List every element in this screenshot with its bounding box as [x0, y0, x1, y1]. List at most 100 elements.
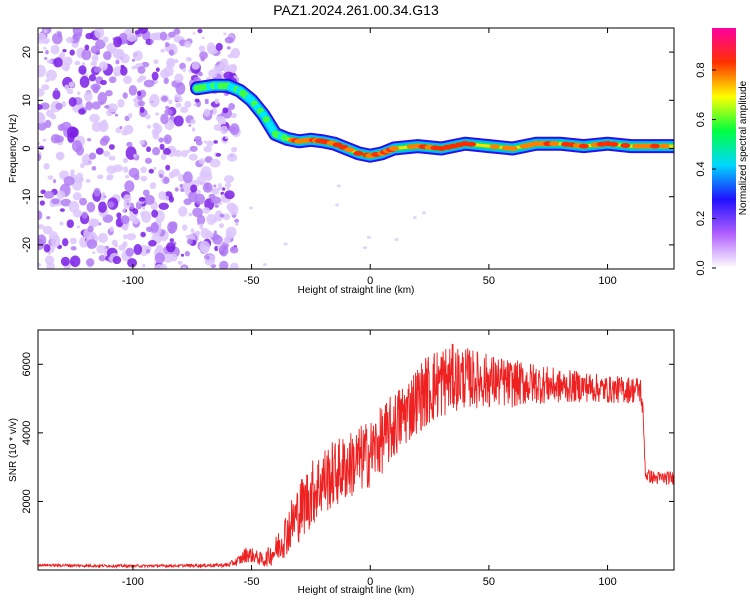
- noise-speck: [45, 79, 50, 83]
- noise-speck: [124, 175, 130, 179]
- noise-speck: [38, 145, 45, 150]
- noise-speck: [204, 100, 209, 105]
- noise-speck: [144, 114, 151, 120]
- noise-speck: [151, 209, 159, 218]
- noise-speck: [38, 113, 46, 124]
- ridge-hot-spot: [466, 141, 477, 147]
- noise-speck: [190, 184, 198, 193]
- noise-speck: [217, 185, 223, 191]
- ridge-hot-spot: [388, 146, 399, 151]
- noise-speck: [114, 113, 119, 117]
- noise-speck: [201, 36, 205, 40]
- noise-speck: [88, 152, 97, 160]
- noise-speck: [93, 187, 101, 197]
- noise-speck: [197, 28, 203, 34]
- noise-speck: [90, 61, 97, 67]
- noise-speck: [210, 196, 222, 204]
- noise-speck: [194, 193, 206, 205]
- x-axis-label: Height of straight line (km): [298, 285, 415, 296]
- noise-speck: [153, 59, 159, 65]
- noise-speck: [230, 63, 238, 72]
- noise-speck: [185, 234, 190, 238]
- noise-speck: [38, 64, 46, 78]
- x-axis-label: Height of straight line (km): [298, 585, 415, 596]
- noise-speck: [95, 147, 104, 155]
- noise-speck: [50, 235, 61, 248]
- noise-speck: [120, 215, 130, 225]
- noise-speck: [138, 197, 146, 202]
- noise-speck: [174, 94, 182, 102]
- noise-speck: [143, 194, 155, 205]
- noise-speck: [42, 138, 47, 142]
- noise-speck: [142, 206, 146, 210]
- noise-speck: [38, 88, 45, 97]
- noise-speck: [213, 140, 218, 144]
- noise-speck: [43, 163, 50, 170]
- noise-speck: [112, 48, 122, 59]
- noise-speck: [97, 232, 108, 243]
- noise-speck: [181, 224, 188, 231]
- x-tick-label: 100: [598, 576, 616, 588]
- colorbar-tick-label: 0.2: [695, 211, 707, 226]
- noise-speck: [162, 253, 173, 263]
- noise-speck: [68, 81, 75, 88]
- noise-speck: [40, 102, 50, 110]
- noise-speck: [174, 187, 179, 192]
- noise-speck: [166, 242, 176, 253]
- noise-speck: [231, 146, 238, 153]
- noise-speck: [113, 36, 123, 48]
- noise-speck: [66, 126, 78, 139]
- noise-speck: [102, 63, 108, 68]
- noise-speck: [217, 116, 226, 125]
- noise-speck: [108, 155, 116, 161]
- noise-speck: [223, 175, 235, 184]
- noise-speck: [132, 50, 143, 61]
- noise-speck: [92, 251, 96, 254]
- noise-speck: [182, 171, 193, 184]
- noise-speck: [195, 230, 201, 236]
- noise-speck: [56, 31, 62, 38]
- noise-speck: [76, 225, 81, 229]
- noise-speck: [139, 139, 145, 145]
- noise-speck: [42, 225, 53, 235]
- noise-speck: [158, 202, 169, 210]
- x-tick-label: -50: [244, 275, 260, 287]
- noise-speck: [412, 215, 417, 219]
- noise-speck: [90, 83, 101, 91]
- noise-speck: [162, 176, 170, 184]
- noise-speck: [196, 214, 206, 225]
- noise-speck: [91, 54, 99, 63]
- noise-speck: [81, 211, 88, 219]
- noise-speck: [84, 159, 93, 166]
- noise-speck: [166, 60, 174, 67]
- noise-speck: [179, 62, 186, 70]
- noise-speck: [160, 153, 167, 161]
- noise-speck: [220, 125, 228, 135]
- noise-speck: [103, 50, 112, 61]
- noise-speck: [188, 212, 193, 217]
- noise-speck: [77, 91, 81, 96]
- noise-speck: [54, 135, 64, 143]
- noise-speck: [124, 115, 130, 122]
- noise-speck: [126, 33, 137, 42]
- noise-speck: [180, 150, 188, 158]
- noise-speck: [159, 173, 164, 179]
- noise-speck: [45, 49, 49, 55]
- noise-speck: [69, 255, 81, 268]
- x-tick-label: 50: [483, 576, 495, 588]
- noise-speck: [159, 31, 167, 41]
- noise-speck: [184, 250, 190, 257]
- noise-speck: [234, 218, 240, 223]
- noise-speck: [62, 238, 69, 247]
- snr-frame: [37, 329, 675, 571]
- noise-speck: [213, 184, 217, 188]
- noise-speck: [87, 138, 92, 142]
- noise-speck: [231, 246, 235, 251]
- noise-speck: [82, 62, 86, 66]
- noise-speck: [70, 169, 75, 175]
- noise-speck: [198, 71, 203, 77]
- noise-speck: [46, 69, 57, 81]
- noise-speck: [191, 127, 196, 132]
- x-tick-label: 50: [483, 275, 495, 287]
